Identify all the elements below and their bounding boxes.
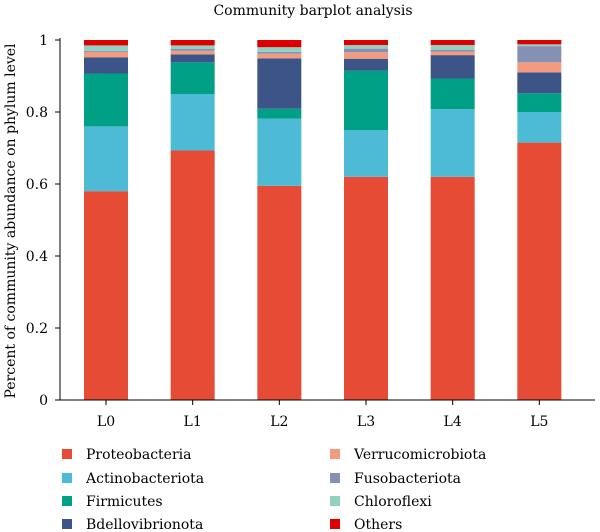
bar-l3-fusobacteriota	[344, 48, 388, 53]
axes-layer: 0 0.2 0.4 0.6 0.8 1 L0 L1 L2 L3 L4 L5	[26, 33, 595, 430]
y-tick-label: 0.8	[26, 105, 48, 121]
bar-l1-fusobacteriota	[170, 49, 215, 51]
legend-label-firmicutes: Firmicutes	[86, 494, 163, 510]
bar-l5-firmicutes	[517, 93, 562, 112]
x-tick-label: L1	[184, 414, 202, 430]
bar-l0-verrucomicrobiota	[84, 51, 128, 58]
bar-l3-bdellovibrionota	[344, 58, 388, 71]
bar-l3-actinobacteriota	[344, 130, 388, 177]
bar-l0-proteobacteria	[84, 191, 128, 400]
legend-swatch-bdellovibrionota	[62, 519, 72, 529]
y-tick-label: 0	[39, 393, 48, 409]
legend-swatch-verrucomicrobiota	[330, 449, 340, 459]
bar-l1-bdellovibrionota	[170, 54, 215, 63]
bar-l5-others	[517, 40, 562, 45]
bar-l4-proteobacteria	[430, 176, 475, 400]
bar-l3-proteobacteria	[344, 176, 388, 400]
legend-label-verrucomicrobiota: Verrucomicrobiota	[353, 447, 486, 463]
bar-l3-chloroflexi	[344, 45, 388, 49]
x-tick-label: L4	[444, 414, 462, 430]
legend-swatch-actinobacteriota	[62, 473, 72, 483]
bar-l1-proteobacteria	[170, 150, 215, 400]
y-axis-label: Percent of community abundance on phylum…	[3, 43, 19, 399]
x-tick-label: L2	[270, 414, 288, 430]
bar-l0-chloroflexi	[84, 45, 128, 51]
bar-l4-others	[430, 40, 475, 46]
legend-swatch-fusobacteriota	[330, 473, 340, 483]
bar-l1-chloroflexi	[170, 45, 215, 49]
bar-l0-fusobacteriota	[84, 50, 128, 52]
bar-l2-proteobacteria	[257, 185, 302, 400]
bar-l1-actinobacteriota	[170, 94, 215, 151]
bar-l3-firmicutes	[344, 70, 388, 130]
bar-l0-actinobacteriota	[84, 126, 128, 192]
bar-l5-bdellovibrionota	[517, 72, 562, 94]
bar-l5-fusobacteriota	[517, 46, 562, 63]
legend-label-actinobacteriota: Actinobacteriota	[85, 471, 204, 487]
legend-swatch-others	[330, 519, 340, 529]
y-tick-label: 1	[39, 33, 48, 49]
bar-l5-verrucomicrobiota	[517, 62, 562, 73]
bar-l4-actinobacteriota	[430, 109, 475, 177]
bar-l2-actinobacteriota	[257, 118, 302, 186]
legend: Proteobacteria Actinobacteriota Firmicutes…	[62, 447, 486, 532]
bar-l4-fusobacteriota	[430, 49, 475, 52]
legend-label-others: Others	[354, 517, 402, 532]
bar-l2-chloroflexi	[257, 47, 302, 52]
bar-l4-verrucomicrobiota	[430, 51, 475, 56]
legend-label-bdellovibrionota: Bdellovibrionota	[86, 517, 203, 532]
bar-l1-firmicutes	[170, 62, 215, 94]
bar-l0-bdellovibrionota	[84, 57, 128, 74]
bar-l2-verrucomicrobiota	[257, 53, 302, 59]
legend-label-chloroflexi: Chloroflexi	[354, 494, 432, 510]
bar-l2-fusobacteriota	[257, 51, 302, 54]
x-tick-label: L5	[530, 414, 548, 430]
y-tick-label: 0.2	[26, 321, 48, 337]
y-tick-label: 0.4	[26, 249, 48, 265]
bar-l3-others	[344, 40, 388, 46]
bar-l4-bdellovibrionota	[430, 55, 475, 79]
bar-l2-firmicutes	[257, 108, 302, 119]
bar-l5-actinobacteriota	[517, 112, 562, 143]
bar-l3-verrucomicrobiota	[344, 52, 388, 59]
bar-l0-firmicutes	[84, 73, 128, 127]
legend-swatch-chloroflexi	[330, 496, 340, 506]
legend-swatch-firmicutes	[62, 496, 72, 506]
bar-l4-chloroflexi	[430, 45, 475, 50]
legend-label-fusobacteriota: Fusobacteriota	[354, 471, 461, 487]
bars-layer	[84, 40, 562, 400]
bar-l5-proteobacteria	[517, 142, 562, 400]
x-tick-label: L3	[357, 414, 375, 430]
bar-l2-bdellovibrionota	[257, 58, 302, 109]
legend-label-proteobacteria: Proteobacteria	[86, 447, 191, 463]
chart-title: Community barplot analysis	[213, 3, 412, 19]
legend-swatch-proteobacteria	[62, 449, 72, 459]
bar-l4-firmicutes	[430, 78, 475, 110]
bar-l0-others	[84, 40, 128, 46]
bar-l5-chloroflexi	[517, 44, 562, 47]
x-tick-label: L0	[97, 414, 115, 430]
bar-l1-verrucomicrobiota	[170, 50, 215, 55]
bar-l2-others	[257, 40, 302, 48]
y-tick-label: 0.6	[26, 177, 48, 193]
bar-l1-others	[170, 40, 215, 46]
